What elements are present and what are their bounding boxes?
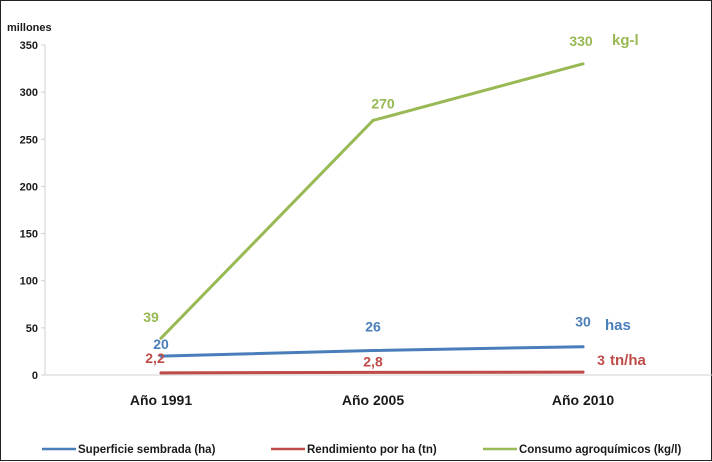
x-tick-label-ano-2010: Año 2010: [552, 392, 614, 408]
data-label: 3: [597, 352, 605, 368]
data-label: 39: [143, 309, 159, 325]
x-axis-ticks: Año 1991 Año 2005 Año 2010: [130, 392, 614, 408]
y-tick-label: 50: [26, 323, 38, 335]
data-label: 26: [365, 318, 381, 334]
series-lines: [159, 62, 585, 375]
series-end-label: kg-l: [612, 32, 639, 49]
data-point: [159, 336, 163, 340]
x-tick-label-ano-1991: Año 1991: [130, 392, 192, 408]
y-tick-label: 100: [20, 276, 38, 288]
data-label: 2,2: [145, 350, 165, 366]
data-point: [581, 345, 585, 349]
data-label: 270: [371, 95, 395, 111]
y-tick-label: 0: [32, 370, 38, 382]
data-point: [581, 62, 585, 66]
data-label: 20: [153, 336, 169, 352]
unit-label: millones: [7, 22, 52, 34]
x-tick-label-ano-2005: Año 2005: [342, 392, 404, 408]
legend: Superficie sembrada (ha) Rendimiento por …: [42, 444, 681, 456]
data-point: [371, 118, 375, 122]
data-labels: 20 26 30 2,2 2,8 3 39 270 330 has tn/ha kg-l: [143, 32, 646, 369]
series-end-label: tn/ha: [610, 352, 646, 369]
series-end-label: has: [605, 317, 631, 334]
legend-label-rendimiento-por-ha-tn: Rendimiento por ha (tn): [307, 444, 437, 456]
data-label: 330: [569, 33, 593, 49]
legend-label-superficie-sembrada-ha: Superficie sembrada (ha): [78, 444, 216, 456]
data-point: [159, 354, 163, 358]
y-tick-label: 250: [20, 134, 38, 146]
y-tick-label: 300: [20, 87, 38, 99]
y-tick-label: 150: [20, 229, 38, 241]
legend-label-consumo-agroquimicos-kg-l: Consumo agroquímicos (kg/l): [519, 444, 681, 456]
data-label: 30: [575, 314, 591, 330]
data-label: 2,8: [363, 353, 383, 369]
data-point: [159, 371, 163, 375]
y-axis-ticks: 0 50 100 150 200 250 300 350: [20, 40, 45, 382]
y-tick-label: 350: [20, 40, 38, 52]
y-tick-label: 200: [20, 181, 38, 193]
data-point: [581, 370, 585, 374]
data-point: [371, 348, 375, 352]
data-point: [371, 370, 375, 374]
